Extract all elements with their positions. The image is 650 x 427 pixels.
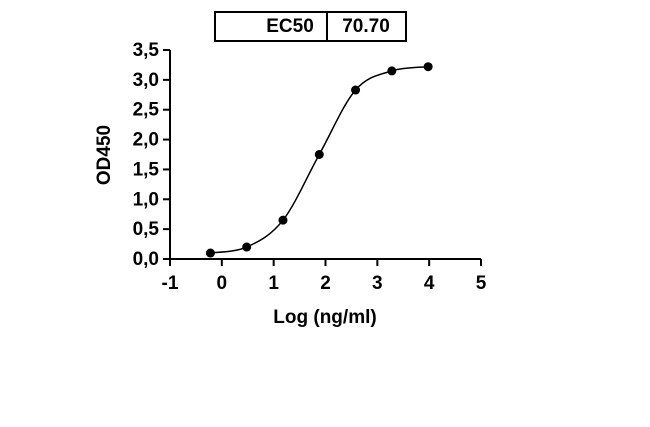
point [242, 242, 252, 252]
y-axis-title: OD450 [94, 125, 115, 185]
y-tick-label: 1,0 [133, 189, 159, 210]
annotation-label: EC50 [266, 16, 314, 37]
point [423, 62, 433, 72]
x-tick-label: 1 [268, 273, 279, 294]
point [278, 215, 288, 225]
point [205, 248, 215, 258]
annotation-value: 70.70 [342, 16, 390, 37]
y-tick-label: 0,0 [133, 249, 159, 270]
y-tick-label: 3,0 [133, 70, 159, 91]
y-tick-label: 3,5 [133, 40, 160, 61]
y-tick-label: 2,5 [133, 100, 160, 121]
annotation-box [214, 11, 407, 42]
point [387, 66, 397, 76]
point [314, 150, 324, 159]
x-tick-label: 4 [424, 273, 435, 294]
y-tick-label: 1,5 [133, 159, 160, 180]
x-tick-label: 0 [217, 273, 228, 294]
x-axis-title: Log (ng/ml) [273, 307, 376, 328]
x-tick-label: -1 [162, 273, 179, 294]
y-tick-label: 0,5 [133, 219, 160, 240]
y-tick-label: 2,0 [133, 130, 159, 151]
x-tick-label: 3 [372, 273, 383, 294]
x-tick-label: 2 [320, 273, 331, 294]
x-tick-label: 5 [476, 273, 487, 294]
point [351, 85, 361, 95]
fit-curve [210, 65, 429, 254]
